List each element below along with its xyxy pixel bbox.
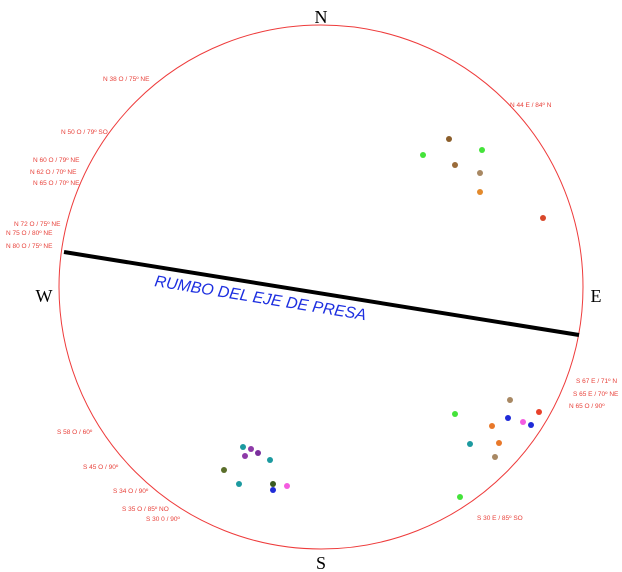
poles xyxy=(221,136,546,500)
pole-point xyxy=(496,440,502,446)
plane-label: S 34 O / 90º xyxy=(113,488,149,495)
pole-point xyxy=(240,444,246,450)
pole-point xyxy=(467,441,473,447)
pole-point xyxy=(284,483,290,489)
plane-labels: N 38 O / 75º NE N 50 O / 79º SO N 60 O / 7… xyxy=(6,76,619,523)
plane-label: N 60 O / 79º NE xyxy=(33,157,80,164)
plane-label: N 80 O / 75º NE xyxy=(6,243,53,250)
plane-label: N 50 O / 79º SO xyxy=(61,129,108,136)
east-label: E xyxy=(591,286,602,306)
pole-point xyxy=(255,450,261,456)
pole-point xyxy=(236,481,242,487)
plane-label: N 72 O / 75º NE xyxy=(14,221,61,228)
pole-point xyxy=(267,457,273,463)
plane-label: N 75 O / 80º NE xyxy=(6,230,53,237)
plane-label: N 62 O / 70º NE xyxy=(30,169,77,176)
pole-point xyxy=(457,494,463,500)
pole-point xyxy=(507,397,513,403)
pole-point xyxy=(479,147,485,153)
plane-label: N 65 O / 90º xyxy=(569,403,605,410)
plane-label: S 30 0 / 90º xyxy=(146,516,180,523)
plane-label: N 44 E / 84º N xyxy=(510,102,552,109)
north-label: N xyxy=(315,7,328,27)
pole-point xyxy=(477,189,483,195)
plane-label: S 35 O / 85º NO xyxy=(122,506,169,513)
pole-point xyxy=(528,422,534,428)
south-label: S xyxy=(316,553,326,572)
pole-point xyxy=(492,454,498,460)
plane-label: S 67 E / 71º N xyxy=(576,378,617,385)
pole-point xyxy=(477,170,483,176)
pole-point xyxy=(270,481,276,487)
pole-point xyxy=(505,415,511,421)
plane-label: S 58 O / 60º xyxy=(57,429,93,436)
pole-point xyxy=(452,162,458,168)
pole-point xyxy=(420,152,426,158)
plane-label: N 65 O / 70º NE xyxy=(33,180,80,187)
dam-axis-line xyxy=(63,250,580,337)
pole-point xyxy=(452,411,458,417)
plane-label: N 38 O / 75º NE xyxy=(103,76,150,83)
pole-point xyxy=(536,409,542,415)
plane-label: S 45 O / 90º xyxy=(83,464,119,471)
west-label: W xyxy=(36,286,53,306)
plane-label: S 30 E / 85º SO xyxy=(477,515,523,522)
pole-point xyxy=(489,423,495,429)
pole-point xyxy=(540,215,546,221)
pole-point xyxy=(270,487,276,493)
dam-axis-label: RUMBO DEL EJE DE PRESA xyxy=(153,273,367,324)
pole-point xyxy=(520,419,526,425)
pole-point xyxy=(446,136,452,142)
pole-point xyxy=(221,467,227,473)
plane-label: S 65 E / 70º NE xyxy=(573,391,619,398)
projection-circle xyxy=(58,24,584,550)
pole-point xyxy=(248,446,254,452)
pole-point xyxy=(242,453,248,459)
